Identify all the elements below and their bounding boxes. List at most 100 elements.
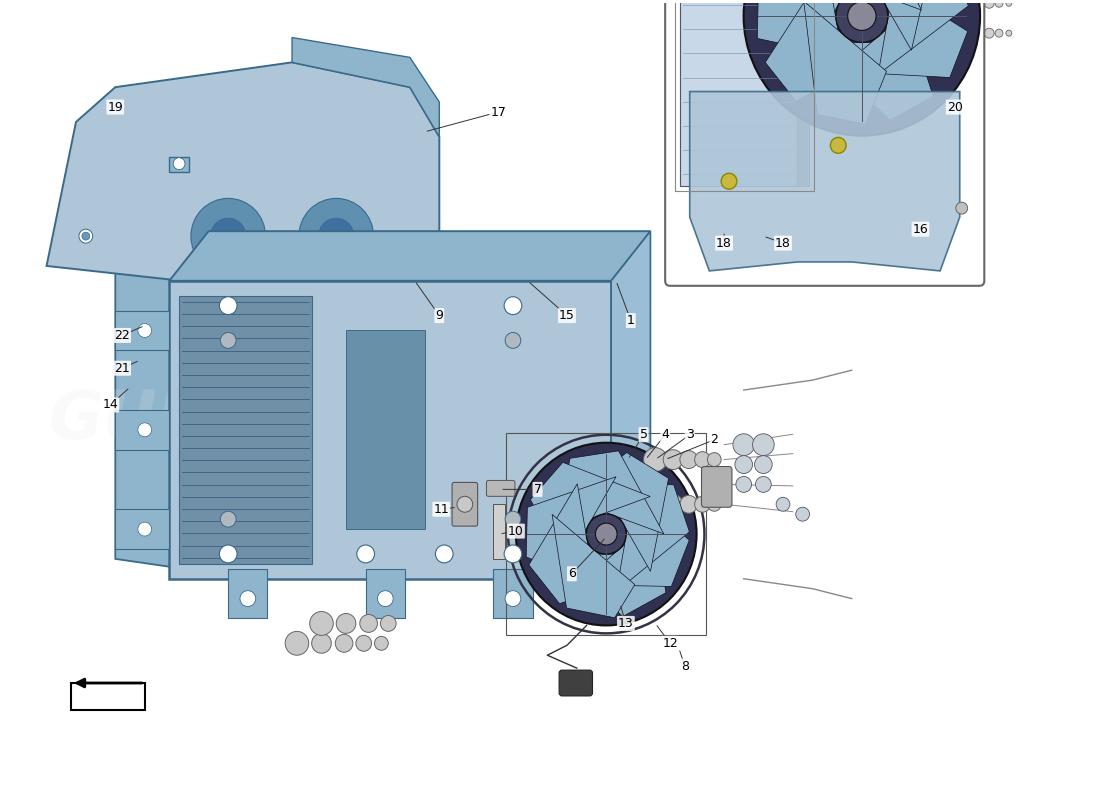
- Polygon shape: [562, 451, 663, 534]
- Polygon shape: [596, 453, 669, 571]
- Text: a passion since 1985: a passion since 1985: [199, 465, 463, 534]
- Bar: [228, 569, 267, 618]
- Circle shape: [356, 635, 372, 651]
- Circle shape: [680, 495, 697, 514]
- Bar: [116, 510, 169, 549]
- Circle shape: [240, 590, 255, 606]
- Bar: [493, 569, 532, 618]
- Text: 12: 12: [662, 637, 678, 650]
- FancyBboxPatch shape: [666, 0, 984, 286]
- Text: 6: 6: [568, 567, 575, 580]
- Circle shape: [795, 507, 810, 521]
- Circle shape: [337, 614, 356, 634]
- Circle shape: [191, 198, 265, 274]
- Text: 5: 5: [639, 428, 648, 442]
- Bar: [116, 310, 169, 350]
- Polygon shape: [837, 1, 968, 78]
- Circle shape: [505, 333, 520, 348]
- Text: 4: 4: [661, 428, 669, 442]
- Circle shape: [996, 29, 1003, 37]
- Circle shape: [707, 453, 722, 466]
- Polygon shape: [292, 38, 439, 137]
- Polygon shape: [766, 0, 846, 101]
- Circle shape: [311, 634, 331, 654]
- Text: 17: 17: [491, 106, 506, 118]
- Bar: [506, 433, 706, 635]
- Circle shape: [1005, 30, 1012, 36]
- Circle shape: [984, 28, 994, 38]
- Text: 8: 8: [681, 660, 689, 673]
- Text: 22: 22: [114, 329, 130, 342]
- Circle shape: [220, 333, 236, 348]
- Circle shape: [377, 590, 393, 606]
- Circle shape: [680, 450, 697, 469]
- Circle shape: [752, 434, 774, 456]
- Bar: [179, 296, 311, 564]
- Circle shape: [707, 498, 722, 511]
- Circle shape: [220, 511, 236, 527]
- Polygon shape: [169, 231, 650, 281]
- Circle shape: [733, 434, 755, 456]
- Circle shape: [756, 477, 771, 492]
- Circle shape: [219, 297, 236, 314]
- Bar: [365, 569, 405, 618]
- Bar: [680, 0, 798, 186]
- Circle shape: [219, 545, 236, 563]
- Circle shape: [984, 0, 994, 8]
- Polygon shape: [612, 231, 650, 578]
- Circle shape: [744, 0, 980, 136]
- Circle shape: [830, 138, 846, 154]
- Circle shape: [138, 323, 152, 338]
- Polygon shape: [804, 1, 887, 124]
- FancyBboxPatch shape: [702, 466, 732, 507]
- Circle shape: [736, 477, 751, 492]
- Circle shape: [504, 545, 521, 563]
- Text: 2: 2: [711, 434, 718, 446]
- Text: 21: 21: [114, 362, 130, 374]
- Circle shape: [722, 174, 737, 189]
- Polygon shape: [46, 62, 439, 290]
- Circle shape: [279, 178, 393, 294]
- Bar: [798, 0, 810, 186]
- Circle shape: [694, 496, 711, 512]
- Circle shape: [516, 442, 696, 626]
- FancyBboxPatch shape: [486, 481, 515, 496]
- Circle shape: [138, 522, 152, 536]
- Circle shape: [836, 0, 888, 42]
- Polygon shape: [857, 0, 937, 50]
- Bar: [346, 330, 425, 529]
- Polygon shape: [757, 0, 867, 50]
- Bar: [493, 504, 505, 559]
- Circle shape: [504, 297, 521, 314]
- Circle shape: [694, 452, 711, 467]
- Circle shape: [81, 232, 90, 240]
- Polygon shape: [820, 0, 922, 10]
- Polygon shape: [768, 0, 904, 10]
- Text: 1: 1: [627, 314, 635, 327]
- Polygon shape: [552, 514, 635, 618]
- Text: 7: 7: [534, 483, 541, 496]
- FancyBboxPatch shape: [559, 670, 593, 696]
- Circle shape: [79, 229, 92, 243]
- Circle shape: [336, 634, 353, 652]
- Circle shape: [299, 198, 374, 274]
- Circle shape: [663, 450, 683, 470]
- Circle shape: [210, 218, 246, 254]
- Polygon shape: [169, 281, 612, 578]
- Text: 13: 13: [618, 617, 634, 630]
- FancyBboxPatch shape: [452, 482, 477, 526]
- Polygon shape: [807, 42, 933, 120]
- Text: 14: 14: [102, 398, 118, 411]
- Text: 3: 3: [685, 428, 694, 442]
- Circle shape: [644, 448, 667, 471]
- Circle shape: [956, 202, 968, 214]
- Circle shape: [663, 494, 683, 514]
- Polygon shape: [552, 554, 666, 617]
- Circle shape: [505, 511, 520, 527]
- Circle shape: [586, 514, 626, 554]
- Circle shape: [436, 545, 453, 563]
- Text: 18: 18: [776, 237, 791, 250]
- Circle shape: [777, 498, 790, 511]
- Text: 20: 20: [947, 101, 962, 114]
- Circle shape: [505, 590, 520, 606]
